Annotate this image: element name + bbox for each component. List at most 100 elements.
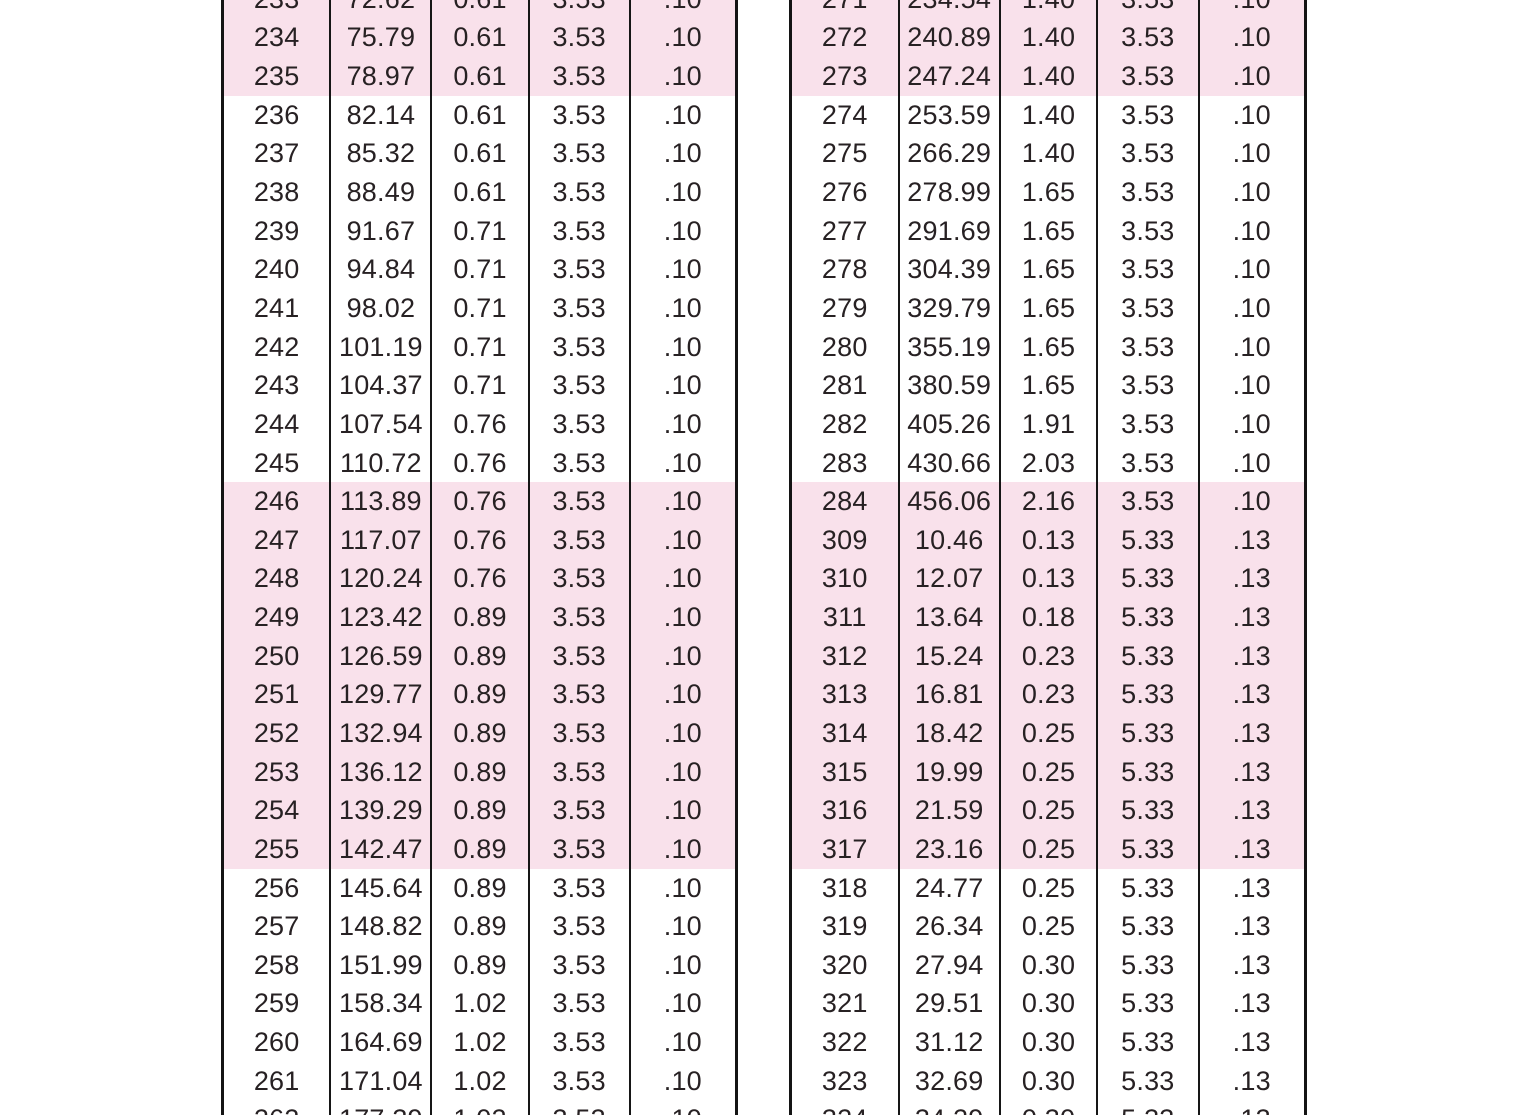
cell: .10 xyxy=(1232,99,1271,130)
cell: 3.53 xyxy=(530,868,631,908)
cell: .10 xyxy=(631,1101,735,1115)
cell: 5.33 xyxy=(1098,1100,1200,1115)
cell: 456.06 xyxy=(900,482,1001,521)
cell: 107.54 xyxy=(331,405,433,444)
cell: .10 xyxy=(663,486,702,517)
cell: 5.33 xyxy=(1098,791,1200,831)
cell: 0.89 xyxy=(432,946,530,985)
cell: 1.65 xyxy=(1001,366,1099,406)
cell: 256 xyxy=(224,868,332,908)
cell: 5.33 xyxy=(1098,598,1200,637)
cell: 321 xyxy=(792,984,900,1024)
cell: 148.82 xyxy=(331,907,433,947)
cell: 1.40 xyxy=(1001,18,1099,58)
cell: 278 xyxy=(792,250,900,290)
cell: 3.53 xyxy=(1098,289,1200,328)
cell: 0.89 xyxy=(432,752,530,792)
cell: 3.53 xyxy=(530,791,631,831)
cell: 0.89 xyxy=(432,791,530,831)
cell: 3.53 xyxy=(1098,0,1200,19)
cell: 314 xyxy=(792,714,900,753)
cell: 5.33 xyxy=(1098,946,1200,985)
table-row: 276 278.99 1.65 3.53 .10 xyxy=(792,173,1304,212)
table-row: 309 10.46 0.13 5.33 .13 xyxy=(792,520,1304,560)
cell: 0.25 xyxy=(1001,830,1099,869)
cell: 110.72 xyxy=(331,443,433,483)
cell: 0.18 xyxy=(1001,598,1099,637)
cell: 3.53 xyxy=(1098,327,1200,367)
cell: 129.77 xyxy=(331,675,433,715)
cell: 3.53 xyxy=(1098,366,1200,406)
cell: 0.89 xyxy=(432,830,530,869)
table-row: 315 19.99 0.25 5.33 .13 xyxy=(792,752,1304,792)
cell: 3.53 xyxy=(530,984,631,1024)
cell: 0.71 xyxy=(432,211,530,251)
table-row: 321 29.51 0.30 5.33 .13 xyxy=(792,984,1304,1024)
cell: 24.77 xyxy=(900,868,1001,908)
cell: 284 xyxy=(792,482,900,521)
cell: .10 xyxy=(663,563,702,594)
cell: 0.76 xyxy=(432,443,530,483)
cell: 318 xyxy=(792,868,900,908)
cell: 0.61 xyxy=(432,134,530,174)
cell: 5.33 xyxy=(1098,752,1200,792)
cell: 245 xyxy=(224,443,332,483)
cell: 281 xyxy=(792,366,900,406)
cell: 3.53 xyxy=(530,57,631,96)
cell: .10 xyxy=(663,215,702,246)
cell: 247 xyxy=(224,520,332,560)
cell: .10 xyxy=(1232,292,1271,323)
cell: 320 xyxy=(792,946,900,985)
cell: 12.07 xyxy=(900,559,1001,599)
cell: 283 xyxy=(792,443,900,483)
cell: 257 xyxy=(224,907,332,947)
cell: .10 xyxy=(663,138,702,169)
cell: 276 xyxy=(792,173,900,212)
cell: 311 xyxy=(792,598,900,637)
cell: 1.40 xyxy=(1001,134,1099,174)
cell: .13 xyxy=(1232,949,1271,980)
cell: 3.53 xyxy=(530,1100,631,1115)
table-row: 234 75.79 0.61 3.53 .10 xyxy=(224,18,735,58)
table-row: 243 104.37 0.71 3.53 .10 xyxy=(224,366,735,406)
table-row: 237 85.32 0.61 3.53 .10 xyxy=(224,134,735,174)
cell: .10 xyxy=(1232,138,1271,169)
cell: .10 xyxy=(1232,61,1271,92)
table-row: 255 142.47 0.89 3.53 .10 xyxy=(224,830,735,869)
cell: .10 xyxy=(663,177,702,208)
cell: 3.53 xyxy=(1098,482,1200,521)
cell: 241 xyxy=(224,289,332,328)
cell: .10 xyxy=(663,447,702,478)
cell: 5.33 xyxy=(1098,1023,1200,1062)
cell: 317 xyxy=(792,830,900,869)
cell: .13 xyxy=(1232,756,1271,787)
cell: 255 xyxy=(224,830,332,869)
cell: 177.39 xyxy=(331,1100,433,1115)
cell: .10 xyxy=(1232,486,1271,517)
cell: 1.65 xyxy=(1001,327,1099,367)
cell: 13.64 xyxy=(900,598,1001,637)
cell: 247.24 xyxy=(900,57,1001,96)
cell: 3.53 xyxy=(530,830,631,869)
cell: 19.99 xyxy=(900,752,1001,792)
cell: 72.62 xyxy=(331,0,433,19)
cell: .10 xyxy=(1232,177,1271,208)
cell: 3.53 xyxy=(1098,443,1200,483)
cell: 15.24 xyxy=(900,636,1001,676)
cell: 75.79 xyxy=(331,18,433,58)
cell: 3.53 xyxy=(1098,173,1200,212)
cell: 1.40 xyxy=(1001,0,1099,19)
cell: 316 xyxy=(792,791,900,831)
cell: 235 xyxy=(224,57,332,96)
cell: .13 xyxy=(1200,1101,1304,1115)
cell: 0.25 xyxy=(1001,907,1099,947)
cell: 26.34 xyxy=(900,907,1001,947)
cell: 3.53 xyxy=(1098,405,1200,444)
cell: 0.13 xyxy=(1001,520,1099,560)
table-row: 261 171.04 1.02 3.53 .10 xyxy=(224,1061,735,1101)
cell: .10 xyxy=(663,602,702,633)
cell: 238 xyxy=(224,173,332,212)
table-row: 244 107.54 0.76 3.53 .10 xyxy=(224,405,735,444)
cell: 120.24 xyxy=(331,559,433,599)
cell: 279 xyxy=(792,289,900,328)
